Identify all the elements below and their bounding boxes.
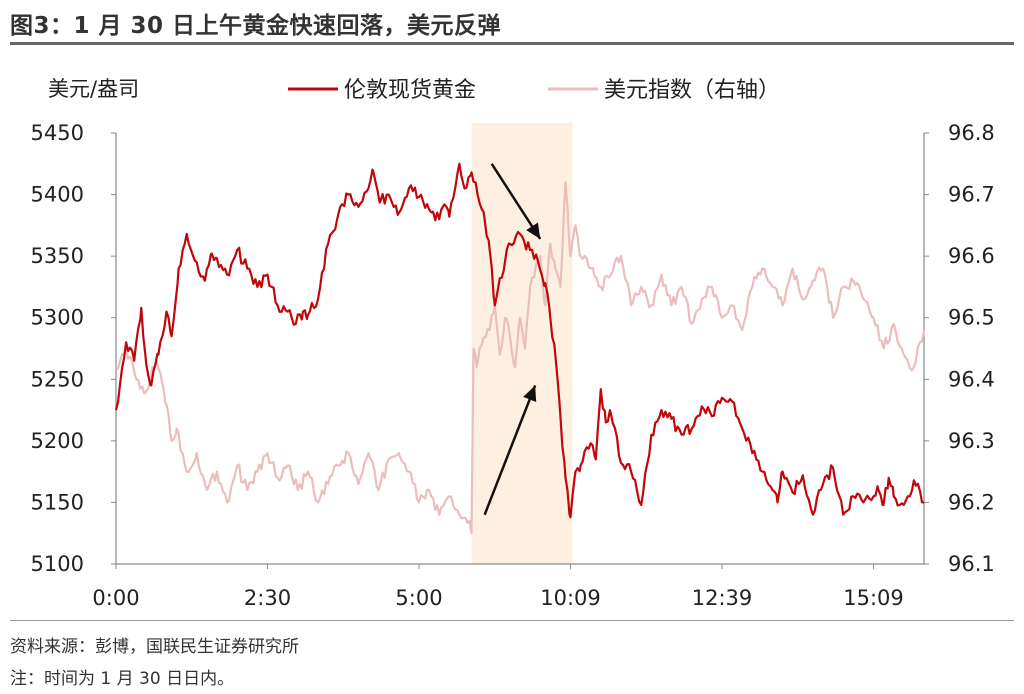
x-tick-label: 2:30 (244, 586, 291, 610)
gold-price-line (114, 162, 925, 519)
legend: 伦敦现货黄金 美元指数（右轴） (288, 78, 780, 103)
x-tick-label: 0:00 (92, 586, 139, 610)
highlight-band (471, 123, 573, 564)
source-note: 资料来源：彭博，国联民生证券研究所 (10, 637, 299, 657)
left-axis-unit: 美元/盎司 (48, 77, 139, 101)
right-tick-label: 96.1 (948, 552, 995, 576)
footer-divider (10, 620, 1014, 621)
footnote: 注：时间为 1 月 30 日日内。 (10, 669, 235, 689)
left-tick-label: 5150 (31, 490, 84, 514)
left-tick-label: 5100 (31, 552, 84, 576)
left-tick-label: 5300 (31, 306, 84, 330)
annotation-arrow (483, 384, 537, 516)
right-tick-label: 96.8 (948, 121, 995, 145)
left-tick-label: 5450 (31, 121, 84, 145)
left-tick-label: 5250 (31, 367, 84, 391)
x-tick-label: 10:09 (540, 586, 601, 610)
right-tick-label: 96.6 (948, 244, 995, 268)
left-tick-label: 5200 (31, 429, 84, 453)
legend-label: 伦敦现货黄金 (344, 78, 476, 103)
arrow-head (526, 222, 541, 239)
x-tick-label: 15:09 (843, 586, 904, 610)
usd-index-line (115, 181, 926, 535)
x-tick-label: 12:39 (692, 586, 753, 610)
right-tick-label: 96.5 (948, 306, 995, 330)
left-tick-label: 5350 (31, 244, 84, 268)
right-tick-label: 96.7 (948, 183, 995, 207)
title-divider (10, 42, 1014, 45)
right-tick-label: 96.4 (948, 367, 995, 391)
legend-label: 美元指数（右轴） (604, 78, 780, 103)
x-tick-label: 5:00 (395, 586, 442, 610)
right-tick-label: 96.2 (948, 490, 995, 514)
figure-title: 图3：1 月 30 日上午黄金快速回落，美元反弹 (10, 13, 502, 39)
left-tick-label: 5400 (31, 183, 84, 207)
arrow-head (523, 385, 537, 402)
right-tick-label: 96.3 (948, 429, 995, 453)
